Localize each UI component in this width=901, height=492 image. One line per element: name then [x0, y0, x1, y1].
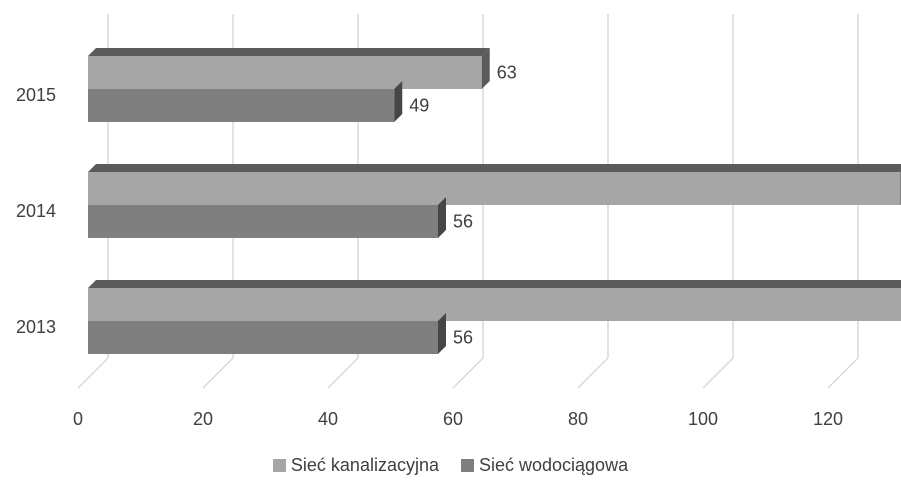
floor-tick-1	[203, 358, 233, 388]
floor-tick-6	[828, 358, 858, 388]
legend-item-series-0: Sieć kanalizacyjna	[273, 455, 439, 476]
x-tick-label-3: 60	[443, 409, 463, 429]
data-label-series-0-2: 63	[497, 63, 517, 83]
x-tick-label-1: 20	[193, 409, 213, 429]
floor-tick-5	[703, 358, 733, 388]
bar-series-0-1	[88, 172, 901, 205]
x-tick-label-4: 80	[568, 409, 588, 429]
bar-top-series-0-2	[88, 48, 490, 56]
category-label-1: 2014	[16, 201, 56, 221]
x-tick-label-2: 40	[318, 409, 338, 429]
legend-label-series-0: Sieć kanalizacyjna	[291, 455, 439, 476]
x-tick-label-6: 120	[813, 409, 843, 429]
bar-series-1-0	[88, 321, 438, 354]
data-label-series-1-0: 56	[453, 328, 473, 348]
category-label-2: 2015	[16, 85, 56, 105]
x-tick-label-0: 0	[73, 409, 83, 429]
bar-series-1-1	[88, 205, 438, 238]
bar-top-series-0-0	[88, 280, 901, 288]
legend-swatch-series-0	[273, 459, 286, 472]
floor-tick-0	[78, 358, 108, 388]
bar-series-0-0	[88, 288, 901, 321]
floor-tick-4	[578, 358, 608, 388]
category-label-0: 2013	[16, 317, 56, 337]
legend: Sieć kanalizacyjna Sieć wodociągowa	[0, 455, 901, 476]
data-label-series-1-2: 49	[409, 96, 429, 116]
legend-swatch-series-1	[461, 459, 474, 472]
bar-top-series-0-1	[88, 164, 901, 172]
bar-series-1-2	[88, 89, 394, 122]
floor-tick-3	[453, 358, 483, 388]
legend-item-series-1: Sieć wodociągowa	[461, 455, 628, 476]
floor-tick-2	[328, 358, 358, 388]
legend-label-series-1: Sieć wodociągowa	[479, 455, 628, 476]
x-tick-label-5: 100	[688, 409, 718, 429]
bar-series-0-2	[88, 56, 482, 89]
data-label-series-1-1: 56	[453, 212, 473, 232]
